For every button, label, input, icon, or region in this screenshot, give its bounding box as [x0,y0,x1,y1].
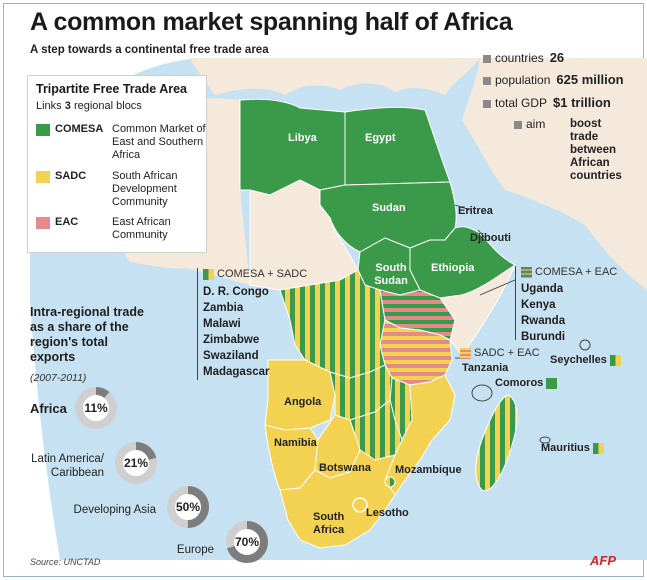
intra-heading: Intra-regional trade as a share of the r… [30,305,144,364]
donut-charts: 11% 21% 50% 70% [75,387,268,563]
eac-swatch [36,217,50,229]
label-sudan: Sudan [372,202,406,214]
angola-region [264,359,336,431]
combo-comesa-sadc-list: D. R. Congo Zambia Malawi Zimbabwe Swazi… [203,284,269,380]
mauritius-marker [539,436,551,444]
sadc-swatch [36,171,50,183]
label-egypt: Egypt [365,132,396,144]
combo-sadc-eac-label: SADC + EAC [460,347,540,359]
sadc-eac-flag [460,347,471,359]
list-item: Malawi [203,318,241,330]
label-botswana: Botswana [319,462,371,474]
djibouti-leader [477,229,486,239]
comesa-code: COMESA [55,123,104,135]
label-eritrea: Eritrea [458,205,493,217]
label-south-sudan: South Sudan [374,262,408,287]
donut-arc [115,442,157,484]
list-item: Zambia [203,302,244,314]
legend: Tripartite Free Trade Area Links 3 regio… [27,75,207,253]
label-tanzania: Tanzania [462,362,509,374]
comoros-marker [471,384,493,402]
stat-population: population 625 million [483,72,624,87]
list-item: Uganda [521,283,564,295]
label-djibouti: Djibouti [470,232,511,244]
list-item: Burundi [521,331,566,343]
list-item: Kenya [521,299,556,311]
lesotho-region [352,497,368,513]
label-namibia: Namibia [274,437,317,449]
region-label-asia: Developing Asia [73,504,156,516]
combo-comesa-eac-list: Uganda Kenya Rwanda Burundi [521,281,565,345]
europe-land [190,58,480,95]
seychelles-marker [579,339,591,351]
combo-comesa-eac-label: COMESA + EAC [521,266,617,278]
stat-aim-value: boost trade between African countries [570,118,622,182]
comesa-sadc-flag [203,268,214,280]
list-item: Swaziland [203,350,259,362]
label-angola: Angola [284,396,322,408]
donut-arc [167,486,209,528]
donut-arc [75,387,117,429]
sadc-desc: South African Development Community [112,170,178,208]
region-label-europe: Europe [176,544,214,556]
page-title: A common market spanning half of Africa [30,8,513,36]
region-label-latam: Latin America/ Caribbean [31,453,104,479]
list-item: Rwanda [521,315,566,327]
comesa-swatch [36,124,50,136]
donut-value-label: 21% [124,456,148,470]
comesa-eac-flag [521,266,532,278]
label-mozambique: Mozambique [395,464,462,476]
label-libya: Libya [288,132,317,144]
donut-value-label: 50% [176,500,200,514]
label-seychelles: Seychelles [550,354,624,366]
eritrea-leader [454,204,471,211]
arabia-land [462,58,647,290]
comoros-flag [546,377,558,389]
combo-comesa-eac-bracket [515,266,516,340]
donut-arc [226,521,268,563]
label-lesotho: Lesotho [366,507,409,519]
namibia-region [264,424,319,491]
combo-comesa-sadc-label: COMESA + SADC [203,268,307,280]
list-item: Zimbabwe [203,334,260,346]
list-item: D. R. Congo [203,286,269,298]
label-south-africa: South Africa [313,511,345,536]
region-label-africa: Africa [30,401,67,416]
donut-value-label: 11% [84,401,108,415]
sadc-code: SADC [55,170,87,182]
afp-logo: AFP [590,553,616,568]
combo-comesa-sadc-bracket [197,268,198,380]
mauritius-flag [592,442,604,454]
seychelles-flag [609,354,621,366]
stat-countries: countries 26 [483,50,564,65]
source-note: Source: UNCTAD [30,557,101,567]
eac-desc: East African Community [112,216,171,241]
libya-region [239,98,346,196]
stat-aim-label: aim [514,117,545,131]
egypt-region [344,106,451,186]
comesa-desc: Common Market of East and Southern Afric… [112,123,206,161]
list-item: Madagascar [203,366,270,378]
intra-period: (2007-2011) [30,372,87,384]
eac-code: EAC [55,216,79,228]
label-comoros: Comoros [495,377,560,389]
legend-title: Tripartite Free Trade Area [36,82,187,96]
label-mauritius: Mauritius [541,442,607,454]
swaziland-region [384,476,396,488]
legend-subtitle: Links 3 regional blocs [36,100,142,112]
label-ethiopia: Ethiopia [431,262,475,274]
page-subtitle: A step towards a continental free trade … [30,44,269,56]
eac-combo-leader [479,279,516,296]
madagascar-region [475,394,518,492]
stat-gdp: total GDP $1 trillion [483,95,611,110]
donut-value-label: 70% [235,535,259,549]
